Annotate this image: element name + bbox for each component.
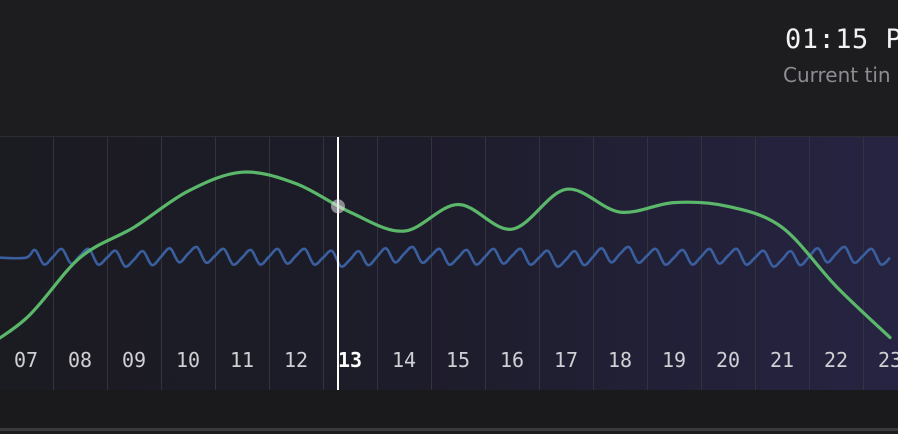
hour-label: 20 bbox=[716, 348, 740, 372]
hour-label: 14 bbox=[392, 348, 416, 372]
secondary-series-line bbox=[0, 245, 891, 268]
hourly-timeline[interactable]: 07 08 09 10 11 12 13 14 15 16 17 18 19 20 21 22 23 bbox=[0, 136, 898, 391]
cursor-marker bbox=[331, 199, 345, 214]
hour-label: 10 bbox=[176, 348, 200, 372]
timeline-graph[interactable]: 07 08 09 10 11 12 13 14 15 16 17 18 19 20 21 22 23 bbox=[0, 137, 898, 391]
hour-label: 15 bbox=[446, 348, 470, 372]
hour-label: 09 bbox=[122, 348, 146, 372]
hour-label: 22 bbox=[824, 348, 848, 372]
current-time-caption: Current tin bbox=[783, 63, 891, 87]
bottom-strip bbox=[0, 390, 898, 428]
primary-series-line bbox=[0, 170, 892, 340]
hour-label: 17 bbox=[554, 348, 578, 372]
current-time-value: 01:15 P bbox=[785, 24, 898, 55]
bottom-divider bbox=[0, 428, 898, 431]
header-bar: 01:15 P Current tin bbox=[0, 0, 898, 136]
hour-label: 07 bbox=[14, 348, 38, 372]
hour-label: 19 bbox=[662, 348, 686, 372]
hour-label: 08 bbox=[68, 348, 92, 372]
hour-label: 16 bbox=[500, 348, 524, 372]
hour-label: 18 bbox=[608, 348, 632, 372]
hour-label: 12 bbox=[284, 348, 308, 372]
hour-label: 21 bbox=[770, 348, 794, 372]
current-hour-label: 13 bbox=[338, 348, 362, 372]
hour-label: 11 bbox=[230, 348, 254, 372]
hour-label: 23 bbox=[878, 348, 898, 372]
